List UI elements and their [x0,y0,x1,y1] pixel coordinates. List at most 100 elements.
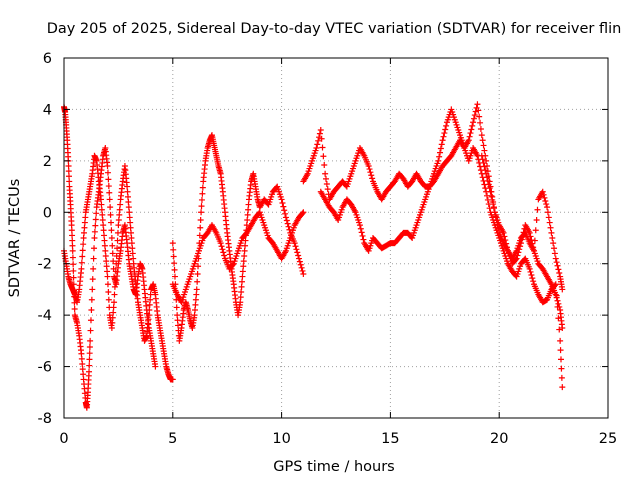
data-point [124,183,131,190]
data-point [315,137,322,144]
data-point [128,240,135,247]
data-point [78,355,85,362]
data-point [285,223,292,230]
data-point [169,240,176,247]
data-point [468,126,475,133]
data-point [79,361,86,367]
data-point [68,227,75,234]
data-point [279,200,286,207]
data-point [108,227,115,234]
data-point [440,133,447,140]
data-point [81,224,88,231]
data-point [323,181,330,187]
data-point [514,252,521,259]
data-point [483,170,490,177]
data-point [481,163,488,170]
data-point [117,201,124,208]
data-point [103,263,110,270]
data-point [466,133,473,140]
data-point [87,337,94,344]
data-point [101,237,108,244]
data-point [147,296,154,303]
series-track-B [61,152,176,383]
data-point [360,236,367,243]
data-point [490,205,497,212]
data-point [192,301,199,308]
data-point [93,210,100,217]
data-point [437,149,444,156]
data-point [365,163,372,169]
data-point [484,174,491,181]
data-point [199,184,206,191]
data-point [552,281,559,288]
data-point [322,175,329,182]
data-point [556,269,563,276]
data-point [531,237,538,244]
data-point [322,170,329,177]
data-point [294,249,301,256]
data-point [218,243,225,250]
data-point [559,325,566,331]
data-point [238,289,245,295]
data-point [114,245,121,252]
data-point [114,229,121,236]
data-point [324,186,331,193]
data-point [86,362,93,369]
data-point [104,268,111,275]
data-point [171,273,178,280]
data-point [194,278,201,285]
series-track-C [169,132,307,344]
data-point [513,255,520,262]
data-point [217,240,224,247]
data-point [240,258,247,265]
data-point [87,327,94,334]
data-point [101,242,108,249]
data-point [527,233,534,240]
data-point [551,250,558,257]
data-point [98,201,105,208]
data-point [368,172,375,179]
data-point [530,244,537,251]
data-point [90,255,97,262]
data-point [553,292,560,299]
data-point [113,260,120,267]
data-point [359,232,366,239]
data-point [79,366,86,373]
data-point [515,249,522,256]
data-point [66,178,73,185]
data-point [170,253,177,260]
chart-title: Day 205 of 2025, Sidereal Day-to-day VTE… [47,21,622,37]
data-point [280,203,287,210]
y-tick-label: -4 [38,308,52,324]
data-point [92,216,99,223]
data-point [469,122,476,129]
data-point [356,222,363,229]
data-point [110,309,117,316]
data-point [296,255,303,262]
y-tick-label: 6 [43,51,52,67]
data-point [545,214,552,221]
data-point [152,363,159,370]
data-point [99,217,106,223]
data-point [517,240,524,247]
data-point [80,241,87,248]
data-point [78,265,85,272]
data-point [173,304,180,311]
data-point [100,222,107,229]
data-point [555,266,562,273]
data-point [197,224,204,231]
data-point [518,236,525,243]
data-point [198,196,205,203]
data-point [69,237,76,244]
series-track-G [478,152,566,293]
data-point [237,294,244,301]
data-point [239,273,246,280]
data-point [86,350,93,357]
data-point [519,232,526,239]
data-point [238,283,245,290]
data-point [145,312,152,319]
data-point [357,225,364,232]
data-point [291,240,298,247]
data-point [104,273,111,280]
